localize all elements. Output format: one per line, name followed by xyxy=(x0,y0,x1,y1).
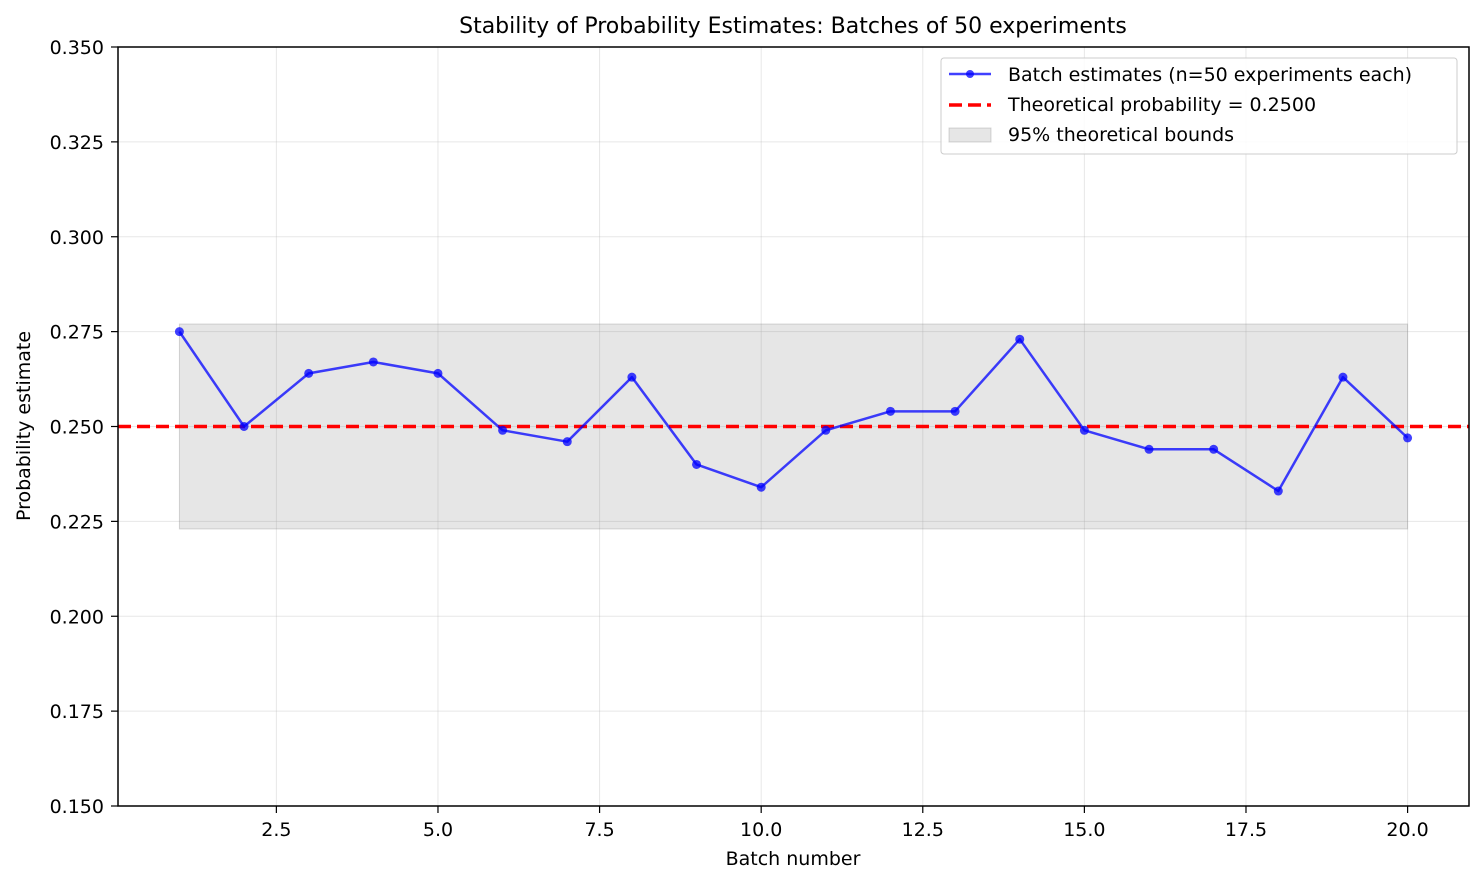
y-axis-label: Probability estimate xyxy=(13,331,35,521)
legend-label-theoretical: Theoretical probability = 0.2500 xyxy=(1007,94,1316,116)
estimate-point xyxy=(304,368,314,378)
legend-label-bounds: 95% theoretical bounds xyxy=(1008,124,1234,146)
estimate-point xyxy=(1273,486,1283,496)
x-tick-label: 17.5 xyxy=(1225,819,1267,841)
y-tick-label: 0.250 xyxy=(50,417,104,439)
legend: Batch estimates (n=50 experiments each) … xyxy=(940,57,1458,155)
estimate-point xyxy=(821,425,831,435)
x-tick-label: 15.0 xyxy=(1063,819,1105,841)
estimate-point xyxy=(756,482,766,492)
x-tick-label: 2.5 xyxy=(261,819,291,841)
estimates-line xyxy=(178,330,1409,493)
estimate-point xyxy=(1015,334,1025,344)
x-tick-label: 20.0 xyxy=(1386,819,1428,841)
estimate-point xyxy=(174,327,184,337)
estimate-point xyxy=(950,406,960,416)
estimates-series-layer xyxy=(174,327,1413,496)
estimate-point xyxy=(368,357,378,367)
estimate-point xyxy=(433,368,443,378)
estimate-point xyxy=(239,422,249,431)
x-tick-label: 7.5 xyxy=(584,819,614,841)
y-tick-label: 0.300 xyxy=(50,227,104,249)
y-axis: 0.150 0.175 0.200 0.225 0.250 0.275 0.300 0.325… xyxy=(50,37,118,818)
x-axis-label: Batch number xyxy=(726,848,861,870)
legend-frame xyxy=(940,57,1458,155)
legend-label-estimates: Batch estimates (n=50 experiments each) xyxy=(1008,64,1412,86)
estimate-point xyxy=(498,425,508,435)
estimate-point xyxy=(692,459,702,469)
estimate-point xyxy=(1209,444,1219,454)
x-tick-label: 5.0 xyxy=(423,819,453,841)
y-tick-label: 0.350 xyxy=(50,37,104,59)
x-tick-label: 10.0 xyxy=(740,819,782,841)
chart-title: Stability of Probability Estimates: Batc… xyxy=(459,14,1127,39)
estimate-point xyxy=(627,372,637,382)
estimate-point xyxy=(1403,433,1413,443)
y-tick-label: 0.275 xyxy=(50,322,104,344)
estimate-point xyxy=(1144,444,1154,454)
y-tick-label: 0.150 xyxy=(50,796,104,818)
x-axis: 2.5 5.0 7.5 10.0 12.5 15.0 17.5 20.0 xyxy=(261,806,1429,841)
x-tick-label: 12.5 xyxy=(902,819,944,841)
estimate-point xyxy=(1079,425,1089,435)
estimate-point xyxy=(562,437,572,447)
y-tick-label: 0.225 xyxy=(50,511,104,533)
estimate-point xyxy=(885,406,895,416)
y-tick-label: 0.175 xyxy=(50,701,104,723)
y-tick-label: 0.325 xyxy=(50,132,104,154)
legend-swatch-bounds xyxy=(948,127,992,143)
y-tick-label: 0.200 xyxy=(50,606,104,628)
estimate-point xyxy=(1338,372,1348,382)
legend-marker-estimates xyxy=(966,70,974,78)
